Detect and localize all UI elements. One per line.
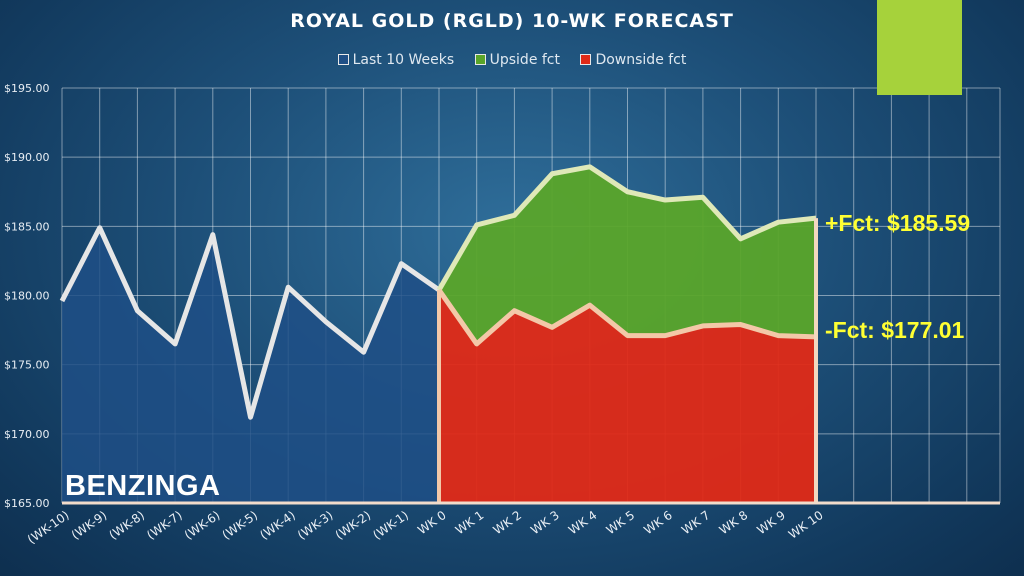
x-tick-label: (WK-3) — [295, 508, 336, 542]
legend-item-upside: Upside fct — [474, 52, 560, 68]
x-tick-label: (WK-5) — [220, 508, 261, 542]
x-tick-label: (WK-6) — [182, 508, 223, 542]
y-tick-label: $170.00 — [4, 428, 50, 441]
legend-label-last-10-weeks: Last 10 Weeks — [352, 52, 455, 68]
y-tick-label: $175.00 — [4, 359, 50, 372]
downside-forecast-line — [436, 288, 817, 347]
legend-swatch-upside — [474, 53, 486, 65]
y-tick-label: $190.00 — [4, 151, 50, 164]
x-tick-label: WK 4 — [566, 508, 600, 537]
x-tick-label: (WK-2) — [333, 508, 374, 542]
x-tick-label: WK 8 — [717, 508, 751, 537]
upside-forecast-line — [436, 164, 817, 292]
legend-item-downside: Downside fct — [580, 52, 686, 68]
legend-label-upside: Upside fct — [489, 52, 560, 68]
legend-swatch-downside — [580, 53, 592, 65]
x-tick-label: WK 7 — [679, 508, 713, 537]
legend-label-downside: Downside fct — [595, 52, 687, 68]
last-10-weeks-area — [62, 227, 439, 503]
x-tick-label: WK 5 — [604, 508, 638, 537]
x-tick-label: (WK-9) — [69, 508, 110, 542]
y-tick-label: $180.00 — [4, 290, 50, 303]
y-tick-label: $195.00 — [4, 82, 50, 95]
legend-swatch-last-10-weeks — [337, 53, 349, 65]
x-tick-label: (WK-7) — [144, 508, 185, 542]
chart-title: ROYAL GOLD (RGLD) 10-WK FORECAST — [290, 10, 734, 32]
brand-logo: BENZINGA — [65, 470, 221, 502]
x-tick-label: WK 1 — [453, 508, 487, 537]
last-10-weeks-line — [59, 225, 441, 420]
x-tick-label: WK 6 — [641, 508, 675, 537]
x-tick-label: (WK-8) — [106, 508, 147, 542]
x-tick-label: WK 10 — [786, 508, 826, 542]
upside-forecast-area — [439, 166, 816, 344]
x-tick-label: WK 2 — [491, 508, 525, 537]
upside-forecast-label: +Fct: $185.59 — [825, 210, 971, 236]
x-tick-label: (WK-4) — [257, 508, 298, 542]
x-tick-label: WK 3 — [528, 508, 562, 537]
x-tick-label: (WK-10) — [25, 508, 72, 547]
legend: Last 10 Weeks Upside fct Downside fct — [0, 52, 1024, 68]
legend-item-last-10-weeks: Last 10 Weeks — [337, 52, 455, 68]
downside-forecast-area — [439, 289, 816, 503]
x-tick-label: (WK-1) — [370, 508, 411, 542]
x-tick-label: WK 0 — [415, 508, 449, 537]
accent-block — [877, 0, 962, 95]
y-tick-label: $165.00 — [4, 497, 50, 510]
x-tick-label: WK 9 — [754, 508, 788, 537]
y-tick-label: $185.00 — [4, 220, 50, 233]
downside-forecast-label: -Fct: $177.01 — [825, 317, 965, 343]
